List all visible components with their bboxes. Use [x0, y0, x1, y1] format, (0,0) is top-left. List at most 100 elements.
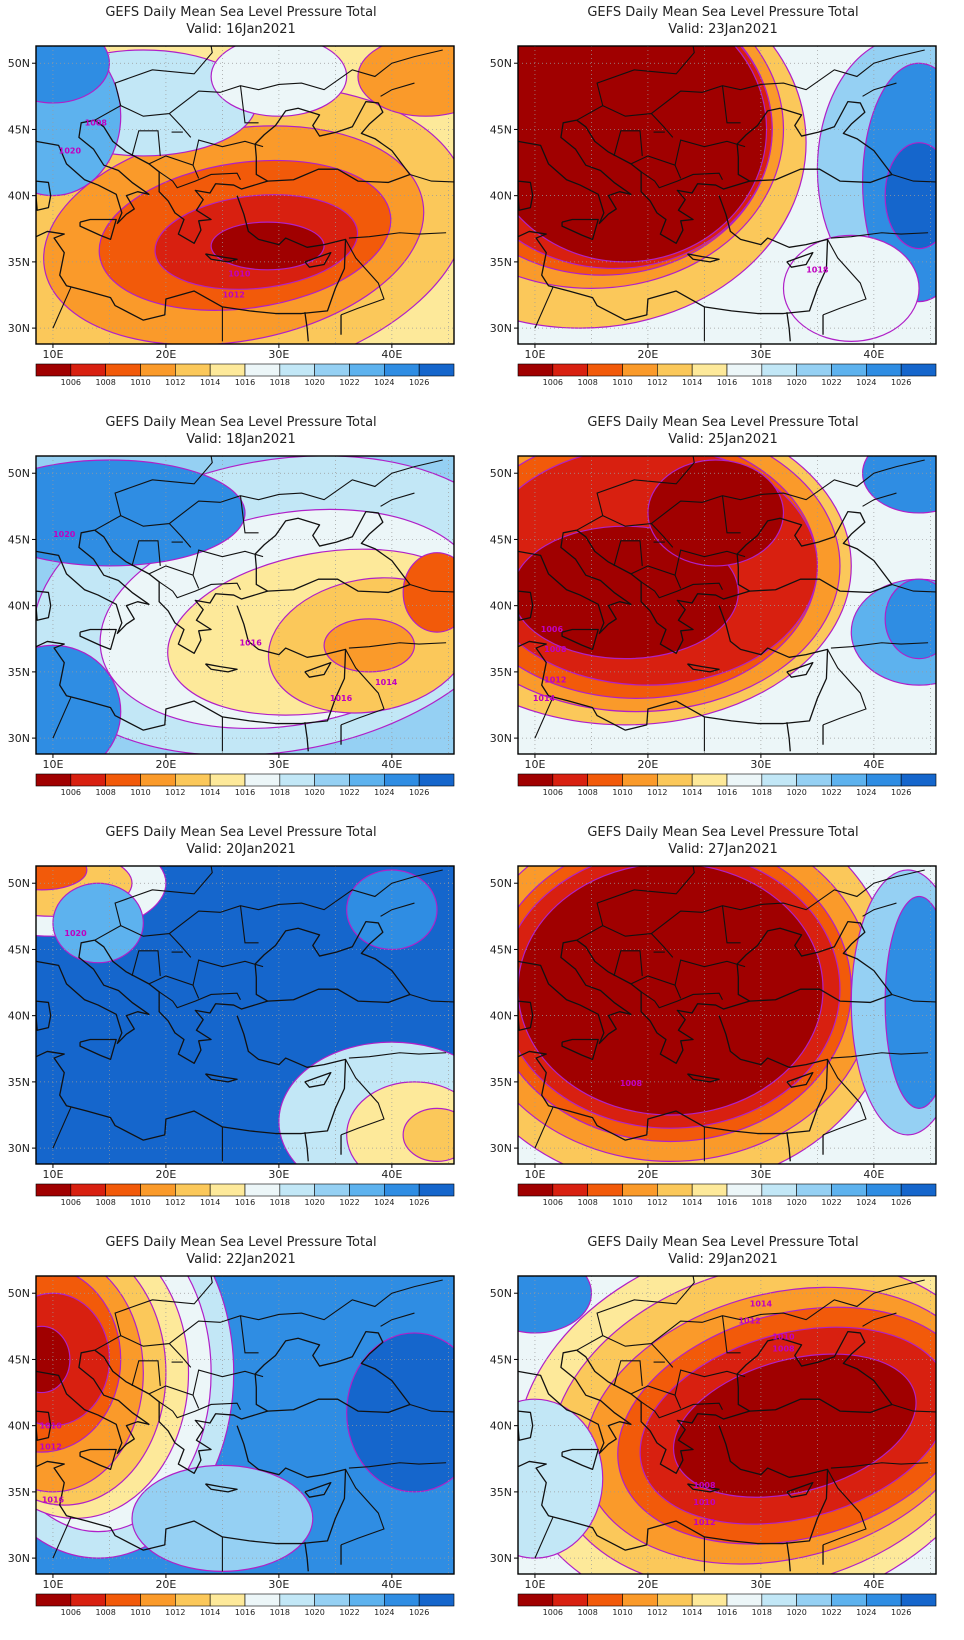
- coastlines: [518, 1330, 893, 1572]
- coastline: [36, 590, 52, 621]
- colorbar-swatch: [105, 1183, 141, 1197]
- coastline: [267, 578, 411, 594]
- lon-label: 10E: [524, 1578, 545, 1591]
- country-border: [534, 1106, 554, 1149]
- coastline: [786, 1071, 814, 1088]
- pressure-band: [36, 866, 87, 890]
- isobar-line: [402, 552, 454, 633]
- country-border: [674, 164, 682, 179]
- colorbar-label: 1026: [891, 1198, 911, 1207]
- colorbar-swatch: [314, 1183, 350, 1197]
- isobar-label: 1016: [330, 694, 353, 703]
- pressure-field: 1020 1008 1010 1012: [36, 46, 454, 344]
- pressure-bands: [36, 456, 454, 754]
- isobar-line: [210, 46, 348, 117]
- colorbar-label: 1022: [821, 378, 841, 387]
- pressure-band: [403, 1108, 454, 1162]
- isobar-labels: 1006 1008 1012 1014: [533, 625, 567, 703]
- colorbar-swatch: [70, 363, 106, 377]
- colorbar-label: 1022: [339, 1198, 359, 1207]
- panel-valid-date: Valid: 25Jan2021: [668, 432, 778, 447]
- isobar-label: 1008: [772, 1344, 795, 1353]
- isobar-label: 1014: [750, 1299, 773, 1308]
- colorbar-label: 1024: [856, 788, 876, 797]
- colorbar-label: 1026: [891, 378, 911, 387]
- country-border: [94, 459, 443, 531]
- country-border: [630, 139, 746, 166]
- coastline: [953, 123, 964, 189]
- colorbar-label: 1008: [577, 1198, 597, 1207]
- country-border: [674, 984, 682, 999]
- country-border: [348, 1052, 447, 1059]
- colorbar-label: 1026: [409, 788, 429, 797]
- lon-label: 10E: [524, 348, 545, 361]
- colorbar-swatch: [587, 773, 623, 787]
- country-border: [158, 1401, 241, 1419]
- colorbar-swatch: [517, 363, 554, 377]
- isobar-label: 1008: [620, 1079, 643, 1088]
- colorbar-swatch: [657, 363, 693, 377]
- country-borders: [52, 456, 454, 752]
- colorbar-swatch: [552, 773, 588, 787]
- isobar-label: 1008: [693, 1481, 716, 1490]
- colorbar-label: 1020: [786, 788, 806, 797]
- colorbar-label: 1008: [577, 788, 597, 797]
- colorbar-label: 1022: [821, 1198, 841, 1207]
- pressure-bands: [36, 46, 454, 344]
- colorbar-label: 1008: [95, 378, 115, 387]
- lat-label: 50N: [490, 467, 512, 480]
- lat-label: 45N: [8, 943, 30, 956]
- country-border: [52, 1516, 72, 1559]
- country-border: [348, 1462, 447, 1469]
- colorbar-swatch: [70, 773, 106, 787]
- colorbar-swatch: [900, 1183, 937, 1197]
- isobar-label: 1012: [223, 291, 245, 300]
- panel-23jan2021: GEFS Daily Mean Sea Level Pressure Total…: [482, 0, 964, 410]
- colorbar-swatch: [866, 1183, 902, 1197]
- coastline: [518, 590, 534, 621]
- coastline: [94, 100, 411, 244]
- country-border: [576, 49, 925, 121]
- pressure-band: [357, 46, 454, 117]
- colorbar-swatch: [517, 1183, 554, 1197]
- country-border: [114, 866, 213, 926]
- coastlines: [36, 920, 411, 1162]
- colorbar-label: 1012: [165, 1198, 185, 1207]
- coastline: [267, 1398, 411, 1414]
- map-frame: [517, 45, 937, 345]
- colorbar-label: 1006: [61, 378, 81, 387]
- isobar-labels: 1008: [620, 1079, 643, 1088]
- colorbar: 1006 1008 1010 1012 1014 1016 1018 1020 1022 1024…: [517, 1183, 937, 1207]
- lat-label: 40N: [8, 190, 30, 203]
- pressure-band: [52, 883, 144, 963]
- lon-label: 20E: [637, 1578, 658, 1591]
- country-border: [340, 1469, 385, 1546]
- colorbar-label: 1014: [200, 788, 220, 797]
- country-border: [830, 642, 929, 649]
- lat-label: 45N: [490, 533, 512, 546]
- colorbar-label: 1014: [682, 1198, 702, 1207]
- country-border: [630, 1369, 746, 1396]
- colorbar-swatch: [587, 1593, 623, 1607]
- colorbar-swatch: [691, 773, 728, 787]
- pressure-band: [36, 645, 121, 754]
- pressure-band: [403, 552, 454, 633]
- coastline: [687, 1483, 720, 1493]
- colorbar-label: 1006: [543, 378, 563, 387]
- colorbar-label: 1018: [752, 1608, 772, 1617]
- lon-label: 30E: [268, 1168, 289, 1181]
- colorbar-swatch: [552, 1183, 588, 1197]
- colorbar-label: 1018: [270, 1608, 290, 1617]
- panel-29jan2021: GEFS Daily Mean Sea Level Pressure Total…: [482, 1230, 964, 1640]
- lat-label: 45N: [8, 123, 30, 136]
- colorbar-swatch: [657, 1183, 693, 1197]
- country-border: [596, 46, 695, 106]
- coastline: [36, 939, 150, 1045]
- colorbar-label: 1012: [165, 788, 185, 797]
- country-borders: [52, 1276, 454, 1572]
- coastline: [953, 533, 964, 599]
- lon-label: 30E: [268, 758, 289, 771]
- colorbar-swatch: [35, 1593, 72, 1607]
- panel-title: GEFS Daily Mean Sea Level Pressure Total: [587, 1235, 859, 1250]
- panel-16jan2021: GEFS Daily Mean Sea Level Pressure Total…: [0, 0, 482, 410]
